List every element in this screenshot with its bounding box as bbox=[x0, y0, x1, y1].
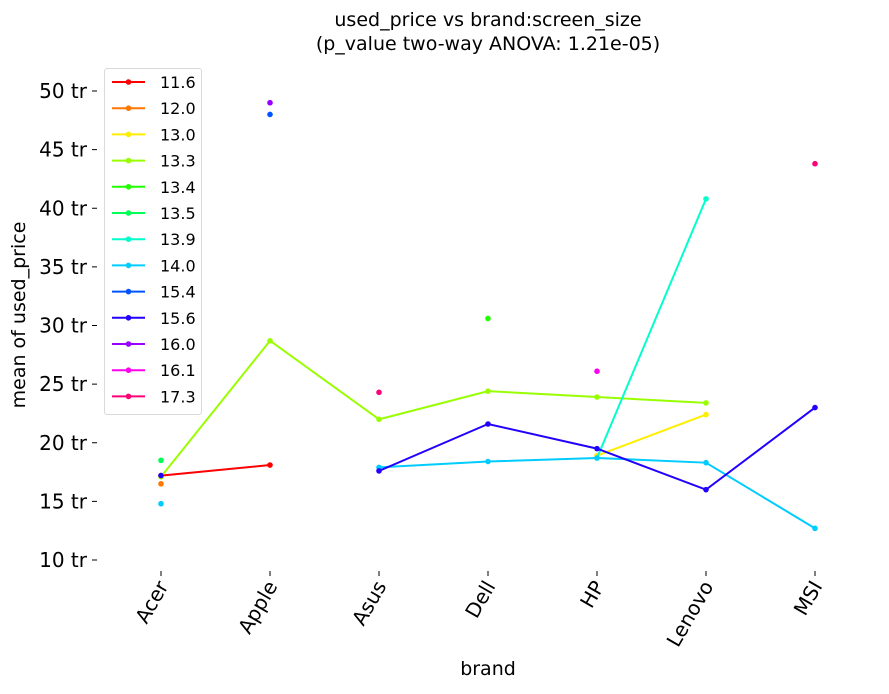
series-13-3 bbox=[158, 337, 709, 480]
data-point bbox=[812, 404, 818, 411]
legend-entry: 13.3 bbox=[112, 152, 196, 171]
legend-entry: 13.4 bbox=[112, 178, 196, 197]
series-line bbox=[160, 464, 271, 477]
series-13-5 bbox=[158, 457, 164, 464]
y-tick-label: 50 tr bbox=[39, 79, 88, 103]
y-tick-label: 40 tr bbox=[39, 196, 88, 220]
data-point bbox=[158, 457, 164, 464]
legend-entry: 15.6 bbox=[112, 309, 196, 328]
legend-marker bbox=[125, 79, 132, 85]
legend-marker bbox=[125, 105, 132, 111]
legend-marker bbox=[125, 262, 132, 269]
y-tick-label: 35 tr bbox=[39, 255, 88, 279]
legend-marker bbox=[125, 341, 132, 347]
data-point bbox=[267, 99, 273, 106]
series-15-4 bbox=[267, 111, 273, 118]
legend-background bbox=[104, 68, 202, 415]
legend-entry: 16.1 bbox=[112, 361, 196, 380]
data-point bbox=[703, 400, 709, 406]
legend-label: 13.0 bbox=[160, 125, 196, 144]
legend-label: 15.4 bbox=[160, 283, 196, 302]
data-point bbox=[594, 394, 600, 400]
data-point bbox=[158, 500, 164, 507]
y-tick-label: 10 tr bbox=[39, 548, 88, 572]
data-point bbox=[594, 368, 600, 375]
series-15-6 bbox=[158, 404, 818, 493]
plot-area bbox=[158, 99, 818, 532]
y-tick-label: 45 tr bbox=[39, 138, 88, 162]
legend-label: 13.9 bbox=[160, 230, 196, 249]
data-point bbox=[376, 389, 382, 396]
legend-label: 16.0 bbox=[160, 335, 196, 354]
chart-title: used_price vs brand:screen_size bbox=[334, 9, 641, 31]
data-point bbox=[267, 337, 273, 344]
data-point bbox=[267, 462, 273, 468]
legend-marker bbox=[125, 367, 132, 374]
legend-entry: 12.0 bbox=[112, 99, 196, 118]
series-12-0 bbox=[158, 480, 164, 487]
legend-label: 14.0 bbox=[160, 256, 196, 275]
legend-marker bbox=[125, 157, 132, 164]
legend-entry: 14.0 bbox=[112, 256, 196, 275]
legend-label: 12.0 bbox=[160, 99, 196, 118]
data-point bbox=[485, 388, 491, 394]
legend-marker bbox=[125, 210, 132, 216]
legend-entry: 13.9 bbox=[112, 230, 196, 249]
series-line bbox=[596, 198, 707, 459]
y-tick-label: 20 tr bbox=[39, 431, 88, 455]
y-tick-label: 15 tr bbox=[39, 489, 88, 513]
legend-marker bbox=[125, 131, 132, 138]
y-axis: 10 tr 15 tr 20 tr 25 tr 30 tr 35 tr 40 tr 45 tr… bbox=[39, 79, 97, 572]
data-point bbox=[267, 111, 273, 118]
legend-label: 17.3 bbox=[160, 387, 196, 406]
legend-entry: 17.3 bbox=[112, 387, 196, 406]
x-axis-label: brand bbox=[460, 658, 516, 680]
data-point bbox=[485, 421, 491, 427]
legend-label: 16.1 bbox=[160, 361, 196, 380]
data-point bbox=[158, 480, 164, 487]
y-tick-label: 25 tr bbox=[39, 372, 88, 396]
data-point bbox=[703, 196, 709, 202]
legend-label: 13.5 bbox=[160, 204, 196, 223]
data-point bbox=[485, 458, 491, 465]
series-16-1 bbox=[594, 368, 600, 375]
legend-marker bbox=[125, 315, 132, 321]
data-point bbox=[376, 468, 382, 474]
data-point bbox=[376, 416, 382, 423]
chart-subtitle: (p_value two-way ANOVA: 1.21e-05) bbox=[316, 33, 660, 55]
data-point bbox=[703, 486, 709, 493]
legend-label: 13.3 bbox=[160, 152, 196, 171]
y-axis-label: mean of used_price bbox=[8, 222, 30, 409]
series-14-0 bbox=[158, 455, 818, 532]
legend-entry: 11.6 bbox=[112, 73, 196, 92]
legend-entry: 16.0 bbox=[112, 335, 196, 354]
data-point bbox=[812, 525, 818, 532]
series-16-0 bbox=[267, 99, 273, 106]
legend-entry: 15.4 bbox=[112, 283, 196, 302]
legend-marker bbox=[125, 236, 132, 242]
legend-marker bbox=[125, 393, 132, 400]
data-point bbox=[703, 411, 709, 418]
legend-entry: 13.0 bbox=[112, 125, 196, 144]
legend-entry: 13.5 bbox=[112, 204, 196, 223]
legend-marker bbox=[125, 184, 132, 190]
data-point bbox=[594, 455, 600, 461]
data-point bbox=[594, 445, 600, 452]
series-line bbox=[596, 413, 707, 457]
legend-marker bbox=[125, 288, 132, 295]
data-point bbox=[158, 472, 164, 479]
series-17-3 bbox=[376, 160, 818, 396]
legend-label: 11.6 bbox=[160, 73, 196, 92]
series-13-4 bbox=[485, 315, 491, 322]
y-tick-label: 30 tr bbox=[39, 314, 88, 338]
legend-label: 13.4 bbox=[160, 178, 196, 197]
data-point bbox=[812, 160, 818, 167]
data-point bbox=[485, 315, 491, 322]
series-line bbox=[160, 339, 707, 478]
data-point bbox=[703, 459, 709, 466]
legend-label: 15.6 bbox=[160, 309, 196, 328]
